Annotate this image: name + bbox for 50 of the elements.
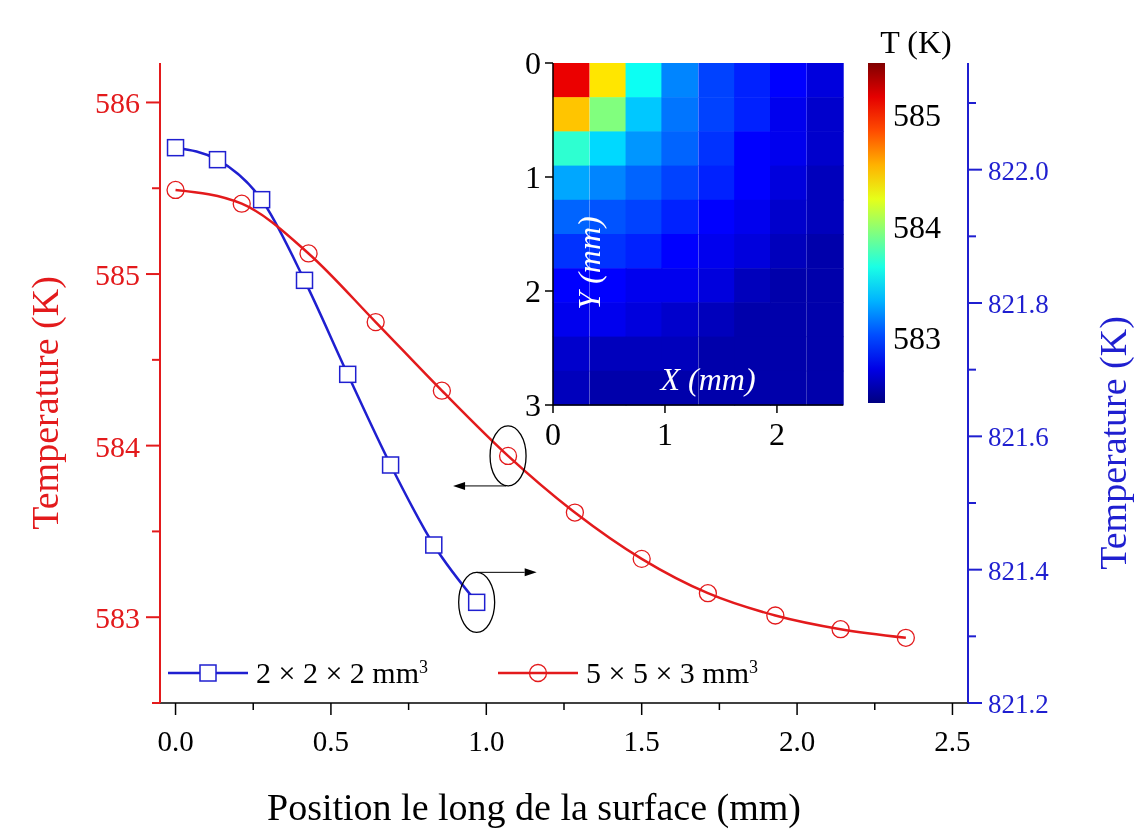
x-axis-title: Position le long de la surface (mm) bbox=[267, 786, 801, 829]
x-axis-title: X (mm) bbox=[658, 361, 756, 397]
color-bar-label: 583 bbox=[893, 320, 941, 357]
y-tick-label: 1 bbox=[525, 159, 541, 195]
y-tick-label: 0 bbox=[525, 45, 541, 81]
point bbox=[565, 503, 585, 522]
x-tick-label: 0.5 bbox=[312, 725, 350, 757]
x-tick-label: 0.0 bbox=[157, 725, 194, 757]
y2-tick-label: 821.6 bbox=[988, 422, 1049, 453]
point bbox=[208, 150, 227, 169]
x-tick-label: 2 bbox=[768, 416, 785, 452]
y2-tick-label: 821.4 bbox=[988, 555, 1050, 586]
color-bar-label: 585 bbox=[893, 97, 941, 134]
point bbox=[896, 628, 915, 647]
color-bar-title: T (K) bbox=[880, 24, 952, 60]
point bbox=[166, 138, 185, 157]
y-tick-label: 586 bbox=[95, 86, 140, 120]
x-tick-label: 1.0 bbox=[468, 725, 505, 757]
y2-tick-label: 821.2 bbox=[988, 689, 1049, 719]
y2-axis-title: Temperature (K) bbox=[1092, 316, 1135, 570]
point bbox=[432, 381, 452, 400]
point bbox=[366, 312, 385, 332]
legend-label: 2 × 2 × 2 mm$^{3}$ bbox=[256, 656, 429, 689]
point bbox=[338, 365, 357, 384]
x-tick-label: 2.5 bbox=[934, 725, 971, 757]
y-tick-label: 3 bbox=[525, 387, 541, 423]
y-axis-title: Y (mm) bbox=[571, 216, 607, 310]
color-bar-label: 584 bbox=[893, 208, 941, 245]
x-tick-label: 1 bbox=[656, 416, 673, 452]
point bbox=[698, 584, 718, 603]
point bbox=[632, 549, 651, 569]
point bbox=[766, 606, 785, 625]
x-tick-label: 1.5 bbox=[623, 725, 660, 757]
point bbox=[166, 180, 185, 200]
y-axis-title: Temperature (K) bbox=[24, 276, 67, 530]
point bbox=[252, 190, 271, 209]
point bbox=[299, 244, 318, 263]
y-tick-label: 583 bbox=[95, 601, 140, 635]
point bbox=[295, 271, 314, 290]
point bbox=[425, 536, 443, 554]
y-tick-label: 584 bbox=[95, 429, 140, 463]
y-tick-label: 585 bbox=[95, 258, 140, 292]
legend-label: 5 × 5 × 3 mm$^{3}$ bbox=[586, 656, 759, 689]
point bbox=[232, 194, 251, 213]
point bbox=[381, 456, 400, 474]
y2-tick-label: 821.8 bbox=[988, 289, 1049, 319]
y2-tick-label: 822.0 bbox=[988, 155, 1049, 186]
y-tick-label: 2 bbox=[525, 273, 541, 309]
x-tick-label: 2.0 bbox=[778, 725, 816, 757]
point bbox=[831, 620, 850, 639]
